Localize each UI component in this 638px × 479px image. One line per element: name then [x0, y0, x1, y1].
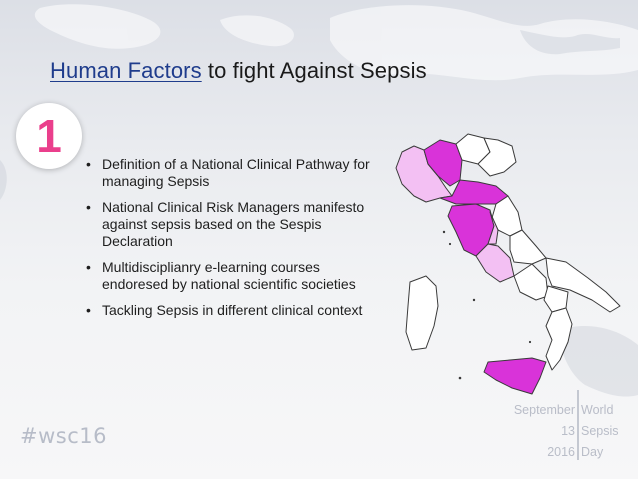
bullet-item: Multidisciplianry e-learning courses end… — [86, 259, 386, 293]
bullet-item: Definition of a National Clinical Pathwa… — [86, 156, 386, 190]
map-region — [545, 307, 573, 371]
logo-text: Sepsis — [581, 424, 619, 438]
italy-regions-map — [395, 133, 621, 395]
map-region — [439, 179, 509, 205]
map-region — [475, 243, 515, 283]
logo-text: 2016 — [547, 445, 575, 459]
title-rest: to fight Against Sepsis — [201, 58, 427, 83]
map-region — [545, 257, 621, 313]
map-region — [405, 275, 439, 351]
badge-number: 1 — [36, 110, 62, 162]
logo-text: 13 — [561, 424, 575, 438]
map-region — [487, 211, 499, 245]
logo-right-column: World Sepsis Day — [581, 400, 619, 463]
logo-left-column: September 13 2016 — [514, 400, 575, 463]
logo-text: Day — [581, 445, 604, 459]
bullet-item: Tackling Sepsis in different clinical co… — [86, 302, 386, 319]
world-sepsis-day-logo: September 13 2016 World Sepsis Day — [514, 390, 630, 464]
logo-text: September — [513, 403, 575, 417]
map-region — [483, 357, 547, 395]
logo-divider — [577, 390, 579, 460]
slide-title: Human Factors to fight Against Sepsis — [50, 58, 427, 84]
map-region — [513, 263, 549, 301]
hashtag: #wsc16 — [20, 424, 107, 448]
title-accent: Human Factors — [50, 58, 202, 83]
bullet-item: National Clinical Risk Managers manifest… — [86, 199, 386, 250]
number-badge: 1 — [16, 103, 82, 169]
logo-text: World — [581, 403, 614, 417]
bullet-list: Definition of a National Clinical Pathwa… — [86, 156, 386, 328]
map-region — [509, 229, 547, 265]
map-region — [477, 137, 517, 177]
